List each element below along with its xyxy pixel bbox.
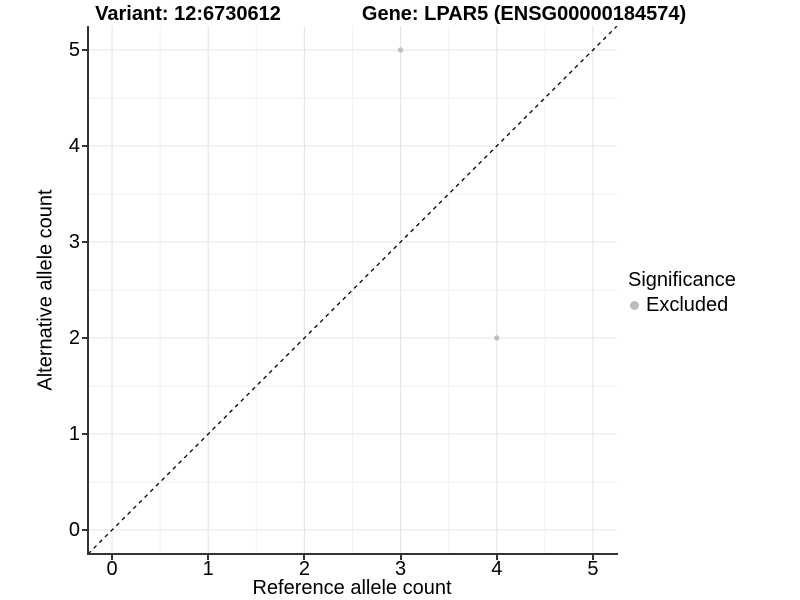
legend-item-excluded: Excluded — [628, 294, 800, 316]
legend-item-label: Excluded — [646, 293, 729, 316]
variant-title: Variant: 12:6730612 — [95, 3, 281, 25]
x-tick-label: 1 — [202, 558, 214, 580]
x-tick-label: 2 — [298, 558, 310, 580]
y-tick-mark — [82, 529, 87, 531]
y-tick-mark — [82, 241, 87, 243]
y-tick-mark — [82, 145, 87, 147]
gene-title: Gene: LPAR5 (ENSG00000184574) — [361, 3, 687, 25]
y-tick-mark — [82, 337, 87, 339]
plot-panel — [88, 26, 617, 554]
x-tick-mark — [495, 555, 498, 560]
y-tick-label: 5 — [68, 39, 80, 61]
excluded-point-icon — [630, 300, 639, 310]
x-tick-label: 0 — [106, 558, 118, 580]
legend-title: Significance — [628, 269, 736, 291]
data-point — [494, 335, 500, 341]
legend: Significance Excluded — [628, 269, 800, 316]
y-axis-title: Alternative allele count — [34, 189, 57, 391]
y-axis-line — [87, 26, 89, 555]
y-tick-label: 4 — [68, 135, 80, 157]
x-tick-label: 5 — [587, 558, 599, 580]
x-tick-mark — [111, 555, 114, 560]
y-tick-label: 3 — [68, 231, 80, 253]
x-tick-label: 3 — [395, 558, 407, 580]
data-point — [397, 47, 404, 53]
x-axis-title: Reference allele count — [252, 577, 452, 599]
y-tick-mark — [82, 49, 87, 51]
x-tick-label: 4 — [491, 558, 503, 580]
y-tick-label: 1 — [68, 423, 80, 445]
x-axis-line — [87, 553, 618, 555]
y-tick-label: 0 — [68, 519, 80, 541]
x-tick-mark — [591, 555, 594, 560]
y-tick-mark — [82, 433, 87, 435]
y-tick-label: 2 — [68, 327, 80, 349]
x-tick-mark — [207, 555, 210, 560]
x-tick-mark — [399, 555, 402, 560]
x-tick-mark — [303, 555, 306, 560]
